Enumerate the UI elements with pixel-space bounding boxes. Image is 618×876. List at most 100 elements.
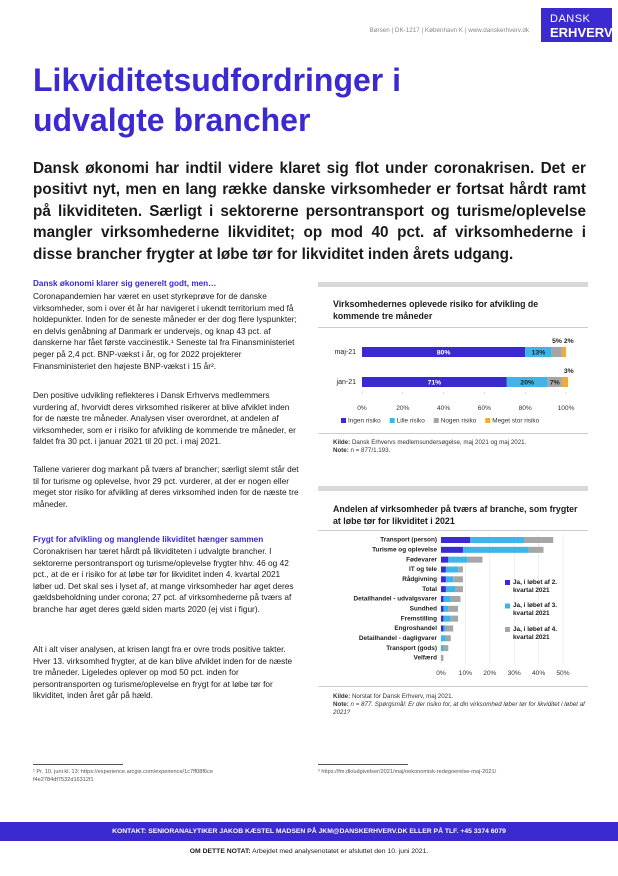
bar-segment [525, 347, 552, 357]
chart-title: Andelen af virksomheder på tværs af bran… [333, 504, 578, 526]
legend-swatch [505, 603, 510, 609]
chart-rule [318, 327, 588, 328]
bar-segment [441, 645, 444, 652]
bar-segment [441, 586, 446, 593]
bar-segment [441, 595, 444, 602]
category-label: jan-21 [336, 379, 357, 386]
x-tick-label: 10% [459, 670, 472, 677]
footer-note-text: Arbejdet med analysenotatet er afsluttet… [252, 848, 429, 855]
bar-segment [441, 654, 444, 661]
bar-segment [470, 537, 524, 543]
header-address: Børsen | DK-1217 | København K | www.dan… [369, 27, 530, 34]
chart-rule [318, 433, 588, 434]
value-label: 20% [520, 379, 534, 386]
bar-segment [441, 625, 444, 632]
legend-label: Ingen risiko [348, 418, 381, 425]
source-text: Dansk Erhvervs medlemsundersøgelse, maj … [351, 439, 527, 446]
chart-source: Kilde: Norstat for Dansk Erhverv, maj 20… [333, 693, 588, 717]
footnote-rule [318, 764, 408, 765]
value-label: 80% [437, 349, 451, 356]
legend-swatch [505, 627, 510, 632]
bar-segment [561, 377, 569, 387]
value-label: 7% [550, 379, 560, 386]
chart-frame [318, 486, 588, 491]
footnote: ² https://fm.dk/udgivelser/2021/maj/oeko… [318, 769, 497, 775]
title: Likviditetsudfordringer i udvalgte branc… [33, 62, 402, 138]
category-label: Sundhed [410, 605, 437, 612]
value-label: 2% [564, 338, 574, 345]
paragraph: Den positive udvikling reflekteres i Dan… [33, 390, 296, 447]
source-label: Kilde: [333, 693, 351, 700]
bar-segment [443, 595, 451, 602]
bar-segment [441, 537, 471, 543]
value-label: 71% [428, 379, 442, 386]
bar-segment [547, 377, 562, 387]
note-text: n = 877/1.193. [350, 447, 391, 454]
bar-segment [362, 347, 526, 357]
bar-segment [443, 605, 449, 612]
bar-segment [445, 625, 454, 632]
bar-segment [441, 615, 444, 622]
x-tick-label: 60% [478, 405, 491, 412]
bar-segment [448, 556, 468, 563]
logo-line: ERHVERV [550, 25, 613, 40]
footer-note-label: OM DETTE NOTAT: [189, 848, 251, 855]
category-label: Total [422, 586, 437, 593]
category-label: IT og tele [409, 566, 437, 573]
category-label: Rådgivning [402, 575, 437, 583]
bar-segment [551, 347, 562, 357]
footnote: ¹ Pr. 10. juni kl. 13: https://experienc… [33, 769, 213, 783]
x-tick-label: 30% [508, 670, 521, 677]
x-tick-label: 80% [519, 405, 532, 412]
x-tick-label: 0% [357, 405, 367, 412]
bar-segment [561, 347, 566, 357]
note-text: n = 877. Spørgsmål: Er der risiko for, a… [333, 701, 585, 716]
paragraph: Alt i alt viser analysen, at krisen lang… [33, 644, 293, 701]
logo-line: DANSK [550, 13, 591, 25]
category-label: Fremstilling [401, 615, 437, 622]
x-tick-label: 0% [436, 670, 446, 677]
x-tick-label: 50% [556, 670, 569, 677]
value-label: 5% [552, 338, 562, 345]
chart-source: Kilde: Dansk Erhvervs medlemsundersøgels… [333, 439, 588, 455]
footer-contact: KONTAKT: SENIORANALYTIKER JAKOB KÆSTEL M… [0, 822, 618, 841]
chart-title: Virksomhedernes oplevede risiko for afvi… [333, 299, 539, 321]
legend-swatch [505, 580, 510, 585]
paragraph: Coronapandemien har været en uset styrke… [33, 291, 297, 371]
legend-swatch [485, 418, 491, 423]
note-label: Note: [333, 701, 349, 708]
bar-segment [445, 635, 451, 642]
bar-segment [362, 377, 507, 387]
bar-segment [458, 566, 463, 573]
bar-segment [441, 605, 444, 612]
bar-segment [443, 615, 451, 622]
legend-label: Ja, i løbet af 4. kvartal 2021 [513, 625, 558, 641]
paragraph: Coronakrisen har tæret hårdt på likvidit… [33, 546, 294, 614]
section-heading: Frygt for afvikling og manglende likvidi… [33, 535, 264, 544]
bar-segment [506, 377, 548, 387]
bar-segment [455, 586, 463, 593]
bar-segment [441, 566, 446, 573]
x-tick-label: 20% [483, 670, 496, 677]
bar-segment [443, 645, 449, 652]
bar-segment [462, 546, 529, 553]
category-label: Transport (person) [380, 537, 437, 544]
legend-swatch [433, 418, 439, 423]
bar-segment [450, 615, 459, 622]
bar-segment [445, 566, 459, 573]
logo: DANSK ERHVERV [541, 8, 613, 42]
x-tick-label: 40% [437, 405, 450, 412]
bar-segment [467, 556, 483, 563]
source-label: Kilde: [333, 439, 351, 446]
category-label: Turisme og oplevelse [372, 547, 437, 554]
bar-segment [448, 605, 459, 612]
value-label: 13% [532, 349, 546, 356]
bar-segment [441, 546, 463, 553]
lead: Dansk økonomi har indtil videre klaret s… [33, 160, 586, 263]
footnote-rule [33, 764, 123, 765]
category-label: Detailhandel - dagligvarer [359, 635, 438, 642]
bar-segment [443, 625, 446, 632]
legend-label: Meget stor risiko [492, 418, 539, 425]
category-label: Velfærd [414, 655, 438, 662]
x-tick-label: 40% [532, 670, 545, 677]
